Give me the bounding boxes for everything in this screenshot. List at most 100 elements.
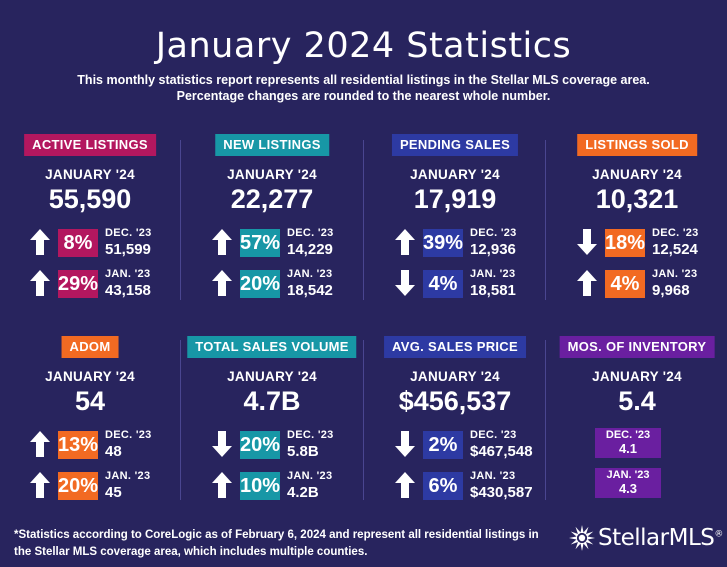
arrow-up-icon	[30, 431, 50, 457]
arrow-up-icon	[212, 472, 232, 498]
percent-change: 10%	[240, 472, 280, 500]
arrow-down-icon	[212, 431, 232, 457]
logo-ray	[585, 539, 594, 545]
comparison-row: 29% JAN. '23 43,158	[5, 267, 175, 301]
comparison-value: 4.3	[618, 481, 638, 496]
comparison-label: JAN. '23	[105, 268, 151, 280]
comparison-label: DEC. '23	[605, 429, 651, 441]
arrow-up-icon	[395, 229, 415, 255]
page-subtitle: This monthly statistics report represent…	[0, 72, 727, 104]
metric-badge: NEW LISTINGS	[215, 134, 329, 156]
card-new-listings: NEW LISTINGS JANUARY '24 22,277 57% DEC. '23…	[187, 134, 357, 304]
logo-ray	[570, 531, 579, 537]
current-value: 55,590	[48, 184, 132, 214]
comparison-label: JAN. '23	[287, 268, 333, 280]
comparison-value: 14,229	[287, 241, 333, 258]
comparison-row: 6% JAN. '23 $430,587	[370, 469, 540, 503]
logo-ray	[580, 543, 584, 551]
comparison-row: 10% JAN. '23 4.2B	[187, 469, 357, 503]
comparison-value: 5.8B	[287, 443, 319, 460]
comparison-label: DEC. '23	[652, 227, 699, 239]
comparison-label: DEC. '23	[105, 429, 152, 441]
column-divider	[180, 340, 181, 500]
percent-change: 6%	[423, 472, 463, 500]
percent-change: 8%	[58, 229, 98, 257]
comparison-row: 4% JAN. '23 9,968	[552, 267, 722, 301]
comparison-row: 4% JAN. '23 18,581	[370, 267, 540, 301]
comparison-label: JAN. '23	[287, 470, 333, 482]
comparison-value: 9,968	[652, 282, 690, 299]
card-adom: ADOM JANUARY '24 54 13% DEC. '23 48 20% JAN. '2…	[5, 336, 175, 506]
percent-change: 29%	[58, 270, 98, 298]
card-pending-sales: PENDING SALES JANUARY '24 17,919 39% DEC. '2…	[370, 134, 540, 304]
arrow-down-icon	[577, 229, 597, 255]
logo-ray	[569, 536, 577, 540]
logo-ray	[570, 539, 579, 545]
arrow-up-icon	[577, 270, 597, 296]
card-listings-sold: LISTINGS SOLD JANUARY '24 10,321 18% DEC. '2…	[552, 134, 722, 304]
card-total-sales-volume: TOTAL SALES VOLUME JANUARY '24 4.7B 20% DEC.…	[187, 336, 357, 506]
comparison-label: JAN. '23	[652, 268, 698, 280]
metric-badge: MOS. OF INVENTORY	[559, 336, 715, 358]
arrow-down-icon	[395, 431, 415, 457]
current-value: 22,277	[230, 184, 314, 214]
subtitle-line-2: Percentage changes are rounded to the ne…	[176, 89, 551, 103]
metric-badge: PENDING SALES	[391, 134, 519, 156]
footnote-line-2: the Stellar MLS coverage area, which inc…	[14, 546, 368, 558]
logo-wordmark: StellarMLS	[598, 525, 715, 551]
current-value: 5.4	[618, 386, 656, 416]
comparison-label: JAN. '23	[606, 469, 650, 481]
comparison-label: DEC. '23	[470, 227, 517, 239]
card-avg-sales-price: AVG. SALES PRICE JANUARY '24 $456,537 2% DEC…	[370, 336, 540, 506]
comparison-value: 18,581	[470, 282, 516, 299]
comparison-row: 8% DEC. '23 51,599	[5, 226, 175, 260]
current-value: 10,321	[595, 184, 679, 214]
percent-change: 13%	[58, 431, 98, 459]
metric-badge: AVG. SALES PRICE	[384, 336, 526, 358]
previous-month-box: DEC. '23 4.1	[595, 428, 661, 458]
comparison-value: $467,548	[470, 443, 533, 460]
comparison-row: 57% DEC. '23 14,229	[187, 226, 357, 260]
comparison-row: 18% DEC. '23 12,524	[552, 226, 722, 260]
subtitle-line-1: This monthly statistics report represent…	[77, 73, 650, 87]
comparison-row: 2% DEC. '23 $467,548	[370, 428, 540, 462]
comparison-value: 18,542	[287, 282, 333, 299]
logo-ray	[585, 531, 594, 537]
column-divider	[363, 140, 364, 300]
stellar-mls-logo: StellarMLS®	[568, 520, 723, 556]
percent-change: 39%	[423, 229, 463, 257]
starburst-logo-icon	[569, 525, 595, 551]
arrow-up-icon	[30, 229, 50, 255]
logo-ray	[583, 541, 589, 550]
period-label: JANUARY '24	[45, 369, 135, 384]
percent-change: 57%	[240, 229, 280, 257]
comparison-label: JAN. '23	[470, 470, 516, 482]
comparison-row: 20% JAN. '23 45	[5, 469, 175, 503]
period-label: JANUARY '24	[227, 167, 317, 182]
comparison-row: 20% DEC. '23 5.8B	[187, 428, 357, 462]
comparison-value: 43,158	[105, 282, 151, 299]
comparison-value: 48	[105, 443, 122, 460]
percent-change: 2%	[423, 431, 463, 459]
footnote: *Statistics according to CoreLogic as of…	[14, 527, 559, 561]
logo-ray	[587, 536, 595, 540]
comparison-value: $430,587	[470, 484, 533, 501]
comparison-label: JAN. '23	[105, 470, 151, 482]
period-label: JANUARY '24	[410, 369, 500, 384]
registered-mark: ®	[714, 529, 723, 540]
logo-ray	[575, 541, 581, 550]
period-label: JANUARY '24	[410, 167, 500, 182]
arrow-up-icon	[30, 270, 50, 296]
comparison-label: JAN. '23	[470, 268, 516, 280]
comparison-label: DEC. '23	[287, 429, 334, 441]
comparison-value: 12,936	[470, 241, 516, 258]
logo-ray	[575, 526, 581, 535]
current-value: 17,919	[413, 184, 497, 214]
logo-ray	[580, 525, 584, 533]
period-label: JANUARY '24	[592, 369, 682, 384]
logo-text: StellarMLS®	[598, 525, 723, 551]
column-divider	[545, 140, 546, 300]
comparison-label: DEC. '23	[287, 227, 334, 239]
arrow-up-icon	[395, 472, 415, 498]
percent-change: 18%	[605, 229, 645, 257]
